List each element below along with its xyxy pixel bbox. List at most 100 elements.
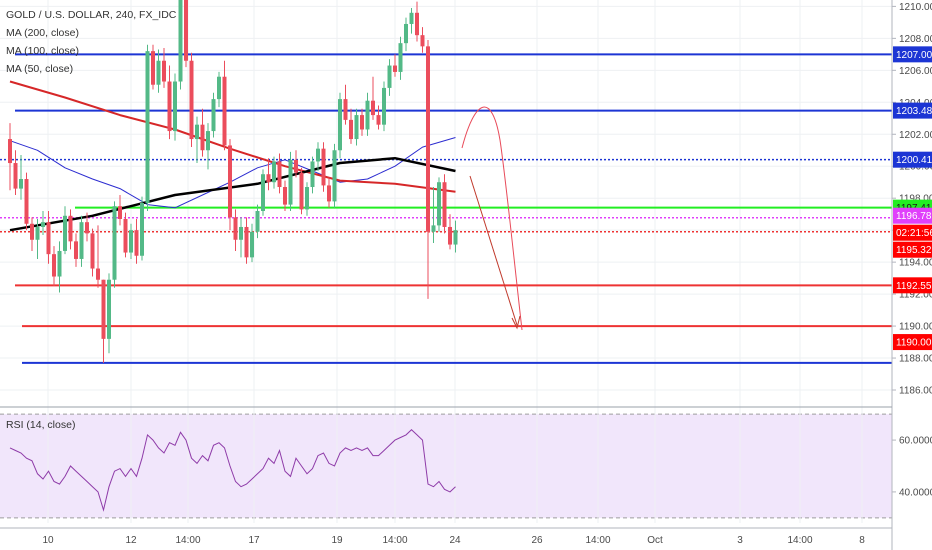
price-tag-label: 1203.48 <box>896 106 932 117</box>
price-tick-label: 1198.00 <box>899 194 932 205</box>
time-tick-label: 17 <box>248 535 260 546</box>
candle-down <box>101 279 106 339</box>
candle-down <box>13 163 18 189</box>
candle-down <box>134 230 139 256</box>
candle-up <box>250 231 254 258</box>
candle-down <box>266 174 271 183</box>
candle-down <box>283 187 287 205</box>
candle-up <box>332 150 337 202</box>
time-tick-label: Oct <box>647 535 663 546</box>
candle-up <box>145 51 150 204</box>
rsi-tick-label: 40.0000 <box>899 487 932 498</box>
candle-up <box>255 210 260 232</box>
price-tag-bg <box>893 241 932 258</box>
candle-down <box>222 76 227 146</box>
candle-down <box>184 0 188 61</box>
legend-ma100: MA (100, close) <box>6 45 79 57</box>
price-tag-label: 1195.32 <box>896 245 932 256</box>
price-tag: 1207.00 <box>893 46 932 63</box>
time-tick-label: 10 <box>42 535 54 546</box>
rsi-line <box>9 429 456 512</box>
candle-down <box>85 222 89 234</box>
price-tick-label: 1194.00 <box>899 258 932 269</box>
candle-up <box>272 161 276 183</box>
price-tag-bg <box>893 277 932 294</box>
candle-down <box>371 100 375 116</box>
candle-down <box>228 145 232 218</box>
time-tick-label: 14:00 <box>175 535 200 546</box>
candle-down <box>189 60 194 140</box>
candles <box>8 0 458 363</box>
price-tick-label: 1210.00 <box>899 2 932 13</box>
candle-up <box>79 222 84 259</box>
time-tick-label: 14:00 <box>382 535 407 546</box>
candle-up <box>316 148 320 162</box>
candle-down <box>327 185 331 202</box>
candle-up <box>338 99 342 151</box>
price-tag: 1195.32 <box>893 241 932 258</box>
candle-down <box>393 65 397 72</box>
candle-down <box>74 241 78 259</box>
candle-up <box>404 23 408 44</box>
price-tag-label: 1207.00 <box>896 50 932 61</box>
price-tag: 02:21:56 <box>893 224 932 241</box>
candle-up <box>365 100 370 130</box>
candle-up <box>63 215 67 251</box>
legend-rsi: RSI (14, close) <box>6 419 76 431</box>
price-tag: 1196.78 <box>893 207 932 224</box>
time-tick-label: 8 <box>859 535 865 546</box>
candle-up <box>217 76 221 100</box>
candle-down <box>8 139 12 164</box>
candle-up <box>140 203 144 256</box>
price-tag-bg <box>893 207 932 224</box>
candle-up <box>107 279 111 339</box>
candle-down <box>376 115 381 125</box>
candle-up <box>19 179 23 189</box>
projection-arrowhead <box>511 315 521 330</box>
candle-down <box>123 218 128 253</box>
time-tick-label: 19 <box>331 535 343 546</box>
candle-down <box>52 254 56 277</box>
price-tick-label: 1202.00 <box>899 130 932 141</box>
candle-up <box>156 60 161 85</box>
candle-up <box>35 226 40 240</box>
candle-up <box>239 226 243 240</box>
candle-down <box>343 99 348 120</box>
candle-down <box>299 172 304 210</box>
candle-down <box>360 115 364 130</box>
candle-up <box>178 0 183 82</box>
candle-down <box>96 268 100 280</box>
candle-up <box>173 81 177 132</box>
candle-down <box>294 159 298 173</box>
candle-up <box>288 159 293 205</box>
candle-down <box>415 12 419 36</box>
candle-down <box>244 226 249 258</box>
candle-down <box>277 161 282 188</box>
ma200-line <box>9 156 456 232</box>
price-tag: 1200.41 <box>893 151 932 168</box>
price-tick-label: 1206.00 <box>899 66 932 77</box>
candle-up <box>453 230 458 245</box>
candle-down <box>162 60 166 82</box>
candle-up <box>431 225 436 232</box>
candle-down <box>90 233 95 269</box>
price-tag-bg <box>893 334 932 351</box>
candle-down <box>68 215 73 242</box>
candle-up <box>354 115 359 140</box>
legend-symbol: GOLD / U.S. DOLLAR, 240, FX_IDC <box>6 9 177 21</box>
candle-down <box>349 119 353 140</box>
candle-down <box>233 217 238 240</box>
candle-up <box>211 99 216 132</box>
time-tick-label: 24 <box>449 535 461 546</box>
candle-up <box>437 182 441 226</box>
candle-up <box>41 222 45 227</box>
price-tag-bg <box>893 46 932 63</box>
legend-ma50: MA (50, close) <box>6 63 74 75</box>
price-tag-label: 1190.00 <box>896 338 932 349</box>
candle-down <box>321 148 326 186</box>
legend-ma200: MA (200, close) <box>6 27 79 39</box>
time-tick-label: 3 <box>737 535 743 546</box>
price-tick-label: 1192.00 <box>899 290 932 301</box>
